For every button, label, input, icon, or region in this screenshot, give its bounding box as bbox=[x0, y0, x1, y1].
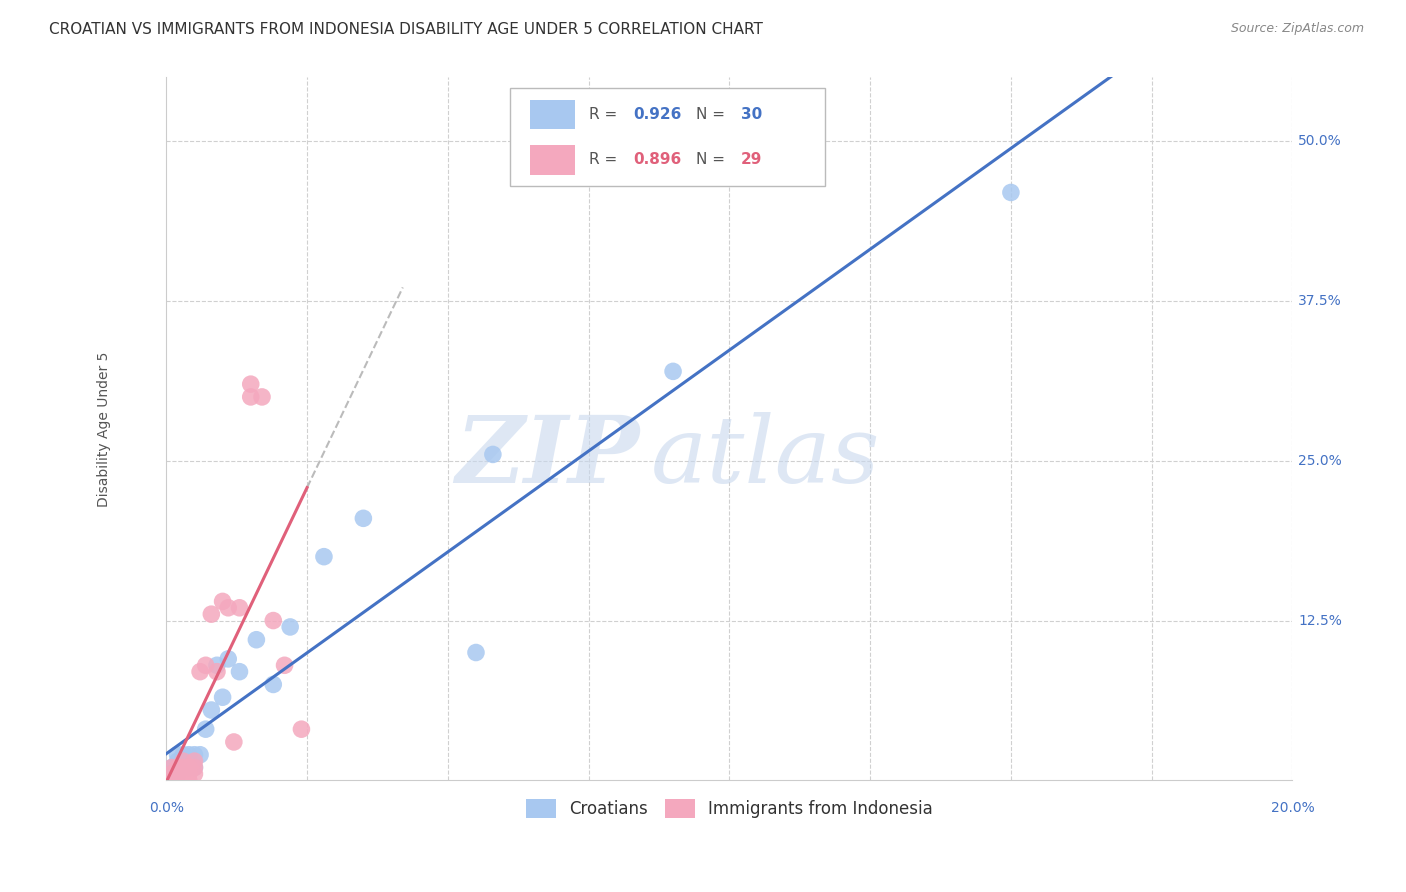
Point bbox=[166, 767, 188, 781]
FancyBboxPatch shape bbox=[530, 145, 575, 175]
Point bbox=[278, 620, 301, 634]
Point bbox=[482, 447, 505, 461]
Point bbox=[166, 747, 188, 762]
Point bbox=[262, 614, 284, 628]
Point bbox=[160, 773, 183, 788]
Point bbox=[217, 600, 239, 615]
Point bbox=[262, 677, 284, 691]
Point bbox=[172, 754, 194, 768]
Point bbox=[205, 665, 228, 679]
Point bbox=[188, 747, 211, 762]
Point bbox=[211, 690, 233, 705]
Text: 12.5%: 12.5% bbox=[1298, 614, 1341, 628]
Point bbox=[228, 665, 250, 679]
Point bbox=[465, 646, 488, 660]
Point bbox=[166, 754, 188, 768]
Point bbox=[177, 773, 200, 788]
Point bbox=[166, 760, 188, 774]
Point bbox=[312, 549, 335, 564]
Point bbox=[160, 767, 183, 781]
Text: atlas: atlas bbox=[651, 412, 880, 502]
Point bbox=[200, 703, 222, 717]
FancyBboxPatch shape bbox=[510, 88, 825, 186]
Text: N =: N = bbox=[696, 153, 730, 168]
Point bbox=[245, 632, 267, 647]
Text: ZIP: ZIP bbox=[456, 412, 640, 502]
Point bbox=[239, 377, 262, 392]
Text: 0.0%: 0.0% bbox=[149, 801, 184, 815]
Text: R =: R = bbox=[589, 153, 621, 168]
Point bbox=[166, 767, 188, 781]
Point bbox=[250, 390, 273, 404]
Text: Source: ZipAtlas.com: Source: ZipAtlas.com bbox=[1230, 22, 1364, 36]
Legend: Croatians, Immigrants from Indonesia: Croatians, Immigrants from Indonesia bbox=[519, 792, 939, 825]
Point bbox=[211, 594, 233, 608]
Point bbox=[183, 760, 205, 774]
Text: 30: 30 bbox=[741, 107, 762, 122]
Point bbox=[239, 390, 262, 404]
Point bbox=[183, 767, 205, 781]
Point bbox=[352, 511, 374, 525]
FancyBboxPatch shape bbox=[530, 100, 575, 129]
Point bbox=[228, 600, 250, 615]
Point bbox=[273, 658, 295, 673]
Point bbox=[200, 607, 222, 622]
Point bbox=[662, 364, 685, 378]
Point bbox=[194, 658, 217, 673]
Point bbox=[183, 754, 205, 768]
Point bbox=[177, 747, 200, 762]
Point bbox=[172, 754, 194, 768]
Point bbox=[160, 773, 183, 788]
Point bbox=[160, 760, 183, 774]
Point bbox=[166, 773, 188, 788]
Point bbox=[177, 760, 200, 774]
Point bbox=[172, 760, 194, 774]
Point bbox=[188, 665, 211, 679]
Point bbox=[177, 767, 200, 781]
Point bbox=[160, 760, 183, 774]
Text: 50.0%: 50.0% bbox=[1298, 135, 1341, 148]
Point bbox=[194, 722, 217, 736]
Text: 0.896: 0.896 bbox=[634, 153, 682, 168]
Text: 0.926: 0.926 bbox=[634, 107, 682, 122]
Point bbox=[166, 760, 188, 774]
Point bbox=[217, 652, 239, 666]
Point bbox=[177, 760, 200, 774]
Point bbox=[205, 658, 228, 673]
Text: N =: N = bbox=[696, 107, 730, 122]
Text: 20.0%: 20.0% bbox=[1271, 801, 1315, 815]
Text: CROATIAN VS IMMIGRANTS FROM INDONESIA DISABILITY AGE UNDER 5 CORRELATION CHART: CROATIAN VS IMMIGRANTS FROM INDONESIA DI… bbox=[49, 22, 763, 37]
Text: 37.5%: 37.5% bbox=[1298, 294, 1341, 308]
Point bbox=[172, 760, 194, 774]
Point bbox=[160, 767, 183, 781]
Text: Disability Age Under 5: Disability Age Under 5 bbox=[97, 351, 111, 507]
Point bbox=[290, 722, 312, 736]
Point bbox=[172, 747, 194, 762]
Point bbox=[1000, 186, 1022, 200]
Point bbox=[183, 760, 205, 774]
Text: 25.0%: 25.0% bbox=[1298, 454, 1341, 467]
Point bbox=[222, 735, 245, 749]
Point bbox=[172, 767, 194, 781]
Point bbox=[183, 747, 205, 762]
Text: R =: R = bbox=[589, 107, 621, 122]
Text: 29: 29 bbox=[741, 153, 762, 168]
